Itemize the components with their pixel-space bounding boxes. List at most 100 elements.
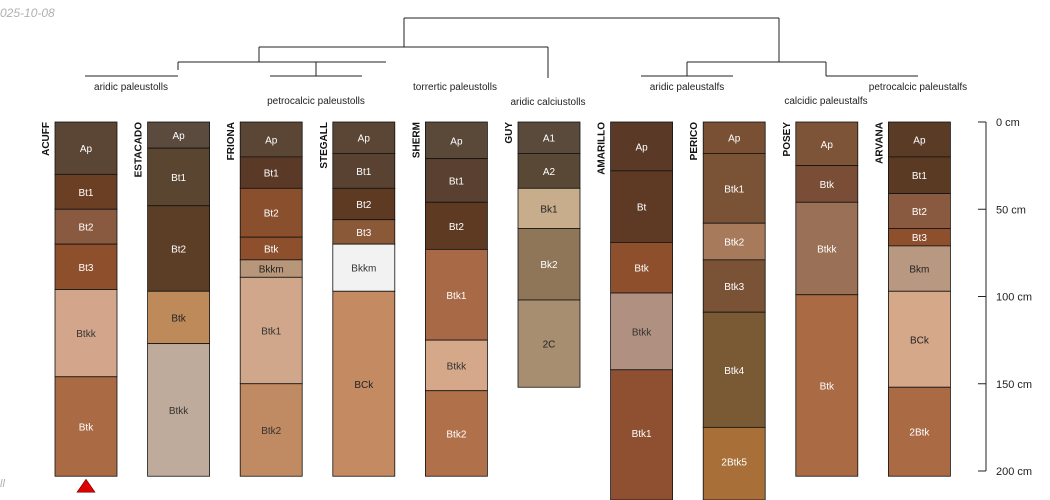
- horizon-perico-ap-0: [702, 121, 766, 154]
- dendrogram-branch-root: [403, 17, 780, 62]
- corner-text-fragment: ll: [0, 478, 5, 490]
- horizon-arvana-2btk-6: [888, 386, 951, 477]
- horizon-sherm-bt2-2: [424, 201, 488, 250]
- horizon-label: Bk1: [540, 204, 558, 215]
- horizon-label: Ap: [80, 144, 93, 155]
- horizon-label: Bt2: [449, 222, 464, 233]
- profile-acuff: Ap Bt1 Bt2 Bt3 Btkk Btk ACUFF: [41, 121, 118, 493]
- horizon-label: Btk4: [724, 366, 744, 377]
- horizon-label: Bt3: [912, 233, 927, 244]
- taxon-label-petrocalcic-paleustalfs: petrocalcic paleustalfs: [869, 82, 967, 93]
- horizon-label: Btk: [634, 264, 649, 275]
- horizon-label: Bt2: [171, 245, 186, 256]
- dendrogram-branch-right: [686, 61, 827, 76]
- profile-name-stegall: STEGALL: [319, 122, 330, 169]
- depth-tick-label: 50 cm: [996, 204, 1026, 216]
- horizon-estacado-ap-0: [147, 121, 211, 149]
- horizon-label: Bkkm: [259, 265, 284, 276]
- profile-guy: A1 A2 Bk1 Bk2 2C GUY: [504, 121, 581, 388]
- marker-triangle-icon: [76, 478, 96, 493]
- horizon-label: Bt1: [171, 173, 186, 184]
- depth-axis: 0 cm 50 cm 100 cm 150 cm 200 cm: [978, 117, 1032, 478]
- horizon-label: Ap: [358, 134, 371, 145]
- horizon-estacado-btk-3: [147, 290, 211, 345]
- horizon-label: Btkk: [169, 406, 189, 417]
- dendrogram: [85, 17, 918, 78]
- horizon-amarillo-btk-2: [610, 242, 673, 294]
- horizon-amarillo-ap-0: [610, 121, 673, 172]
- horizon-label: Btkk: [76, 329, 96, 340]
- horizon-label: Bt3: [78, 263, 93, 274]
- horizon-label: Ap: [172, 131, 185, 142]
- horizon-label: Btk2: [261, 426, 281, 437]
- horizon-guy-a1-0: [517, 121, 581, 154]
- horizon-acuff-bt2-2: [54, 208, 118, 245]
- horizon-label: Bt1: [912, 171, 927, 182]
- horizon-friona-ap-0: [239, 121, 303, 158]
- profile-sherm: Ap Bt1 Bt2 Btk1 Btkk Btk2 SHERM: [411, 121, 488, 477]
- profile-stegall: Ap Bt1 Bt2 Bt3 Bkkm BCk STEGALL: [319, 121, 396, 477]
- horizon-acuff-btk-5: [54, 376, 118, 477]
- horizon-acuff-btkk-4: [54, 289, 118, 378]
- horizon-label: Bt1: [264, 169, 279, 180]
- horizon-guy-2c-4: [517, 299, 581, 388]
- horizon-friona-bt2-2: [239, 187, 303, 238]
- depth-tick-label: 150 cm: [996, 379, 1032, 391]
- horizon-label: Btk1: [261, 327, 281, 338]
- horizon-label: Btk: [171, 313, 186, 324]
- profile-name-guy: GUY: [504, 122, 515, 144]
- depth-tick-label: 200 cm: [996, 466, 1032, 478]
- depth-tick-label: 100 cm: [996, 292, 1032, 304]
- horizon-perico-btk2-2: [702, 222, 766, 261]
- horizon-label: Btk1: [724, 184, 744, 195]
- dendrogram-branch-left: [258, 46, 549, 78]
- profile-name-friona: FRIONA: [226, 122, 237, 160]
- horizon-label: Btk2: [446, 429, 466, 440]
- horizon-label: Ap: [635, 142, 648, 153]
- horizon-sherm-bt1-1: [424, 158, 488, 203]
- horizon-label: Bt3: [356, 228, 371, 239]
- horizon-label: Btk1: [632, 429, 652, 440]
- profile-name-acuff: ACUFF: [41, 122, 52, 156]
- horizon-label: Btk2: [724, 238, 744, 249]
- horizon-label: Btk: [820, 180, 835, 191]
- horizon-label: Ap: [728, 134, 741, 145]
- horizon-acuff-bt3-3: [54, 243, 118, 290]
- horizon-label: 2Btk: [909, 428, 930, 439]
- horizon-label: A1: [543, 134, 556, 145]
- profile-name-estacado: ESTACADO: [134, 122, 145, 178]
- horizon-arvana-ap-0: [888, 121, 951, 158]
- horizon-guy-bk2-3: [517, 228, 581, 301]
- profile-posey: Ap Btk Btkk Btk POSEY: [782, 121, 859, 477]
- horizon-label: BCk: [910, 335, 930, 346]
- horizon-label: Bt2: [264, 209, 279, 220]
- horizon-guy-bk1-2: [517, 187, 581, 229]
- horizon-label: 2Btk5: [721, 458, 747, 469]
- horizon-posey-ap-0: [795, 121, 859, 167]
- horizon-estacado-bt1-1: [147, 147, 211, 207]
- horizon-label: BCk: [354, 380, 374, 391]
- horizon-stegall-bt2-2: [332, 187, 396, 221]
- horizon-label: Bt2: [356, 200, 371, 211]
- horizon-sherm-btk1-3: [424, 248, 488, 341]
- horizon-label: Bt: [637, 203, 647, 214]
- dendrogram-branch-pair-2: [270, 62, 362, 77]
- taxon-label-petrocalcic-paleustolls: petrocalcic paleustolls: [267, 96, 365, 107]
- horizon-stegall-bkkm-4: [332, 243, 396, 292]
- taxon-label-calcidic-paleustalfs: calcidic paleustalfs: [784, 96, 867, 107]
- horizon-perico-btk1-1: [702, 153, 766, 224]
- horizon-label: Bk2: [540, 260, 558, 271]
- profile-arvana: Ap Bt1 Bt2 Bt3 Bkm BCk 2Btk ARVANA: [874, 121, 951, 477]
- horizon-label: 2C: [543, 340, 556, 351]
- horizon-amarillo-bt-1: [610, 170, 673, 243]
- horizon-label: Ap: [821, 140, 834, 151]
- horizon-sherm-btkk-4: [424, 339, 488, 392]
- horizon-perico-btk3-3: [702, 259, 766, 313]
- horizon-amarillo-btk1-4: [610, 369, 673, 500]
- horizon-label: Bkm: [909, 265, 929, 276]
- horizon-label: Btk: [79, 423, 94, 434]
- horizon-label: Btk: [264, 245, 279, 256]
- horizon-label: Bt1: [78, 188, 93, 199]
- horizon-friona-btk2-6: [239, 383, 303, 477]
